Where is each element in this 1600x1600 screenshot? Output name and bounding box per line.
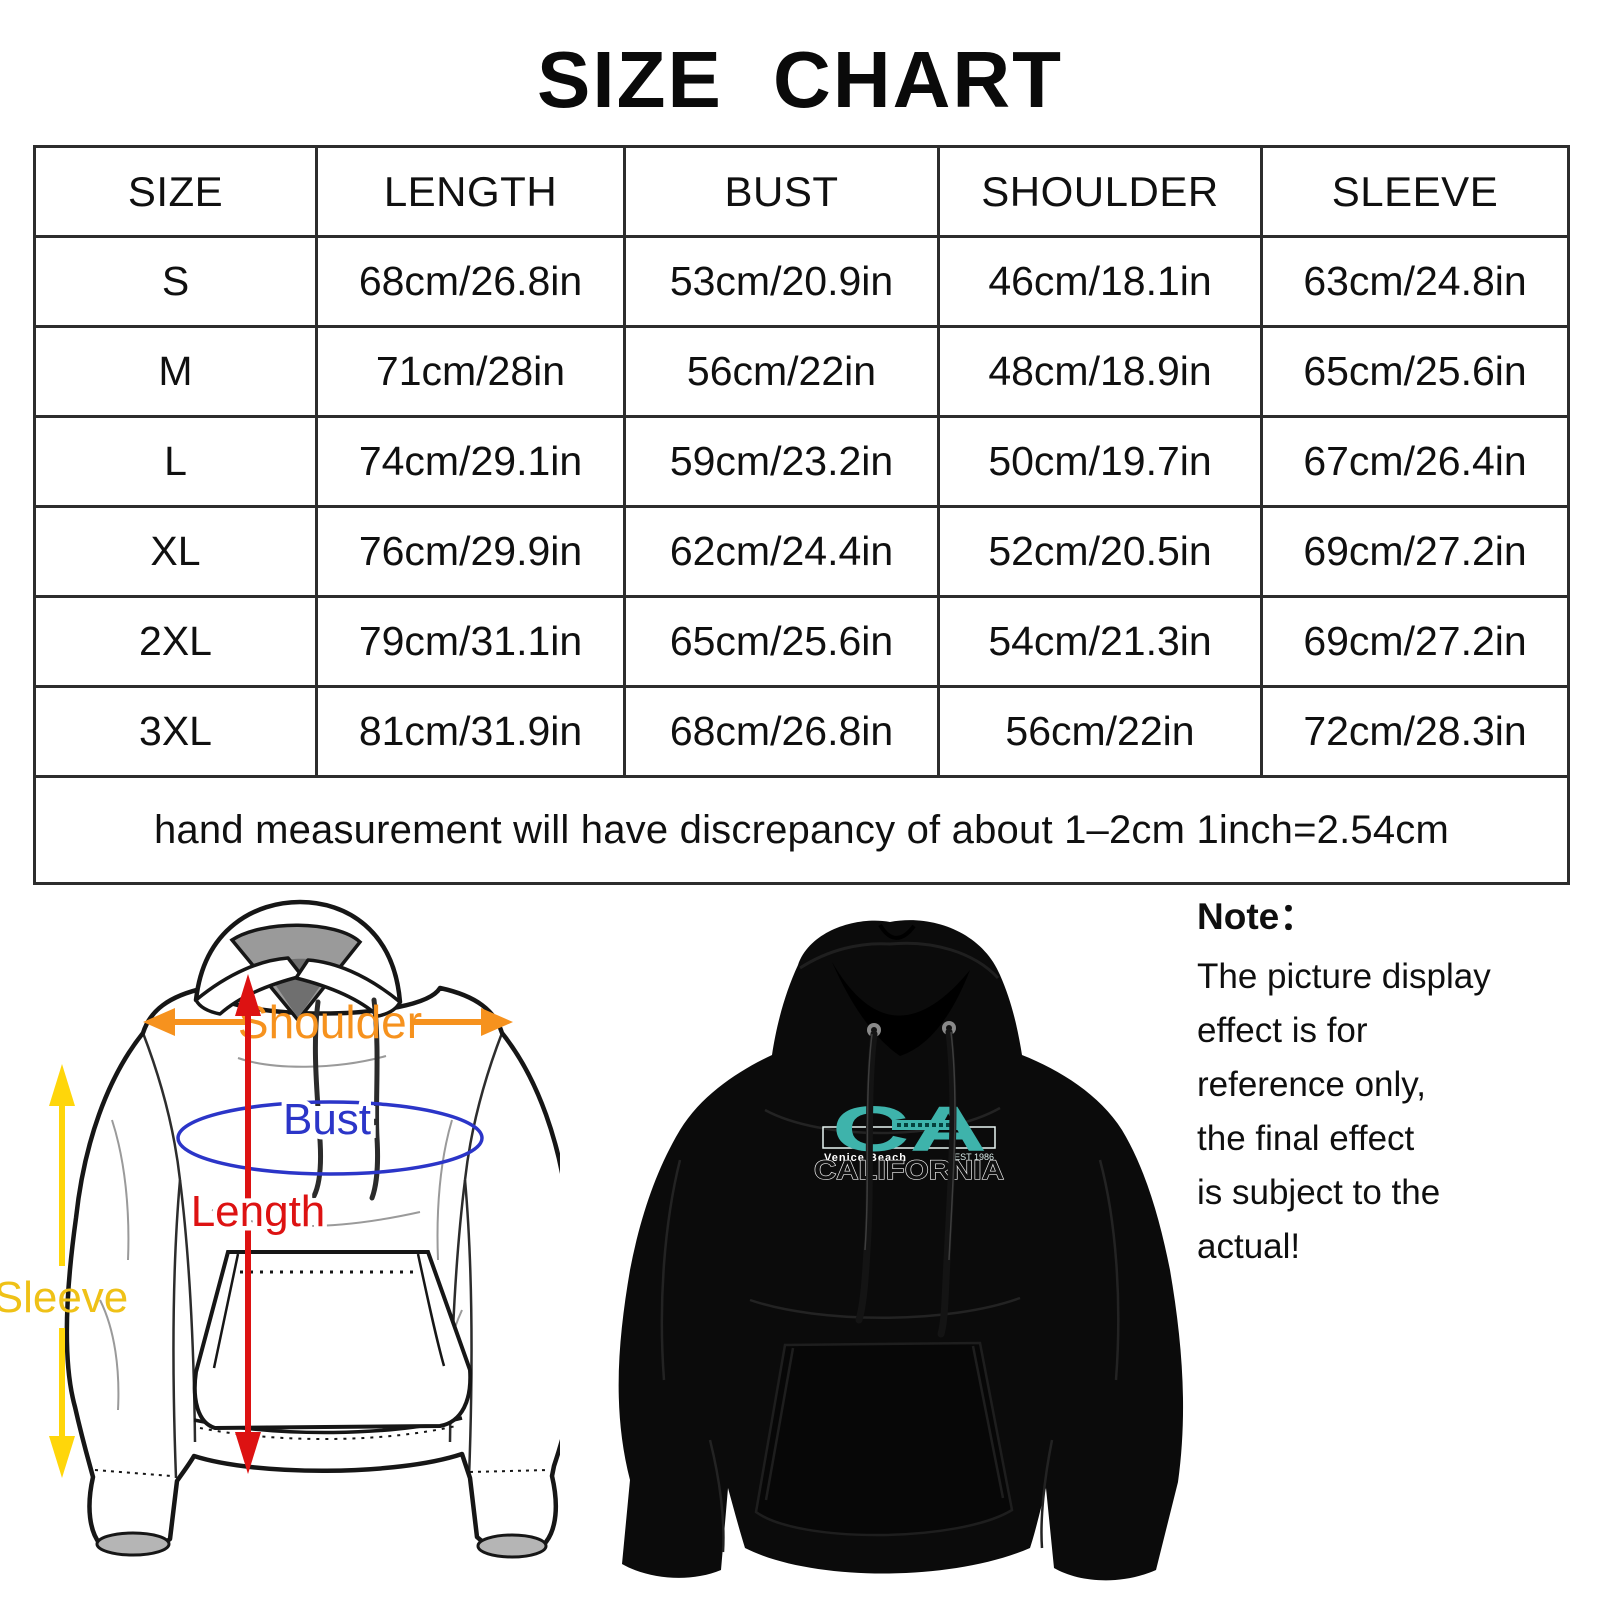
page-title: SIZE CHART — [537, 35, 1063, 124]
shoulder-cell: 46cm/18.1in — [937, 235, 1263, 328]
shoulder-cell: 52cm/20.5in — [937, 505, 1263, 598]
col-header-shoulder: SHOULDER — [937, 145, 1263, 238]
bust-cell: 59cm/23.2in — [623, 415, 940, 508]
bust-cell: 62cm/24.4in — [623, 505, 940, 598]
sleeve-cell: 72cm/28.3in — [1260, 685, 1570, 778]
sleeve-cell: 67cm/26.4in — [1260, 415, 1570, 508]
note-line: effect is for — [1197, 1011, 1368, 1050]
graphic-location: Venice Beach — [824, 1152, 907, 1164]
black-hoodie-silhouette — [618, 920, 1184, 1581]
product-photo: CA Venice Beach EST 1986 CALIFORNIA — [618, 920, 1184, 1581]
col-header-bust: BUST — [623, 145, 940, 238]
shoulder-cell: 48cm/18.9in — [937, 325, 1263, 418]
table-row: S 68cm/26.8in 53cm/20.9in 46cm/18.1in 63… — [33, 235, 1570, 328]
size-cell: 3XL — [33, 685, 318, 778]
length-cell: 74cm/29.1in — [315, 415, 626, 508]
sleeve-cell: 69cm/27.2in — [1260, 505, 1570, 598]
table-row: M 71cm/28in 56cm/22in 48cm/18.9in 65cm/2… — [33, 325, 1570, 418]
shoulder-cell: 50cm/19.7in — [937, 415, 1263, 508]
table-row: 3XL 81cm/31.9in 68cm/26.8in 56cm/22in 72… — [33, 685, 1570, 778]
length-cell: 79cm/31.1in — [315, 595, 626, 688]
col-header-size: SIZE — [33, 145, 318, 238]
kangaroo-pocket — [192, 1250, 473, 1431]
bust-ellipse — [176, 1100, 484, 1176]
sleeve-cell: 69cm/27.2in — [1260, 595, 1570, 688]
length-cell: 76cm/29.9in — [315, 505, 626, 598]
note-line: the final effect — [1197, 1119, 1415, 1158]
drawstring-right — [369, 997, 380, 1201]
sleeve-arrow — [49, 1064, 75, 1478]
length-label: Length — [191, 1187, 326, 1236]
note-block: Note： The picture display effect is for … — [1197, 890, 1592, 1274]
col-header-length: LENGTH — [315, 145, 626, 238]
table-row: XL 76cm/29.9in 62cm/24.4in 52cm/20.5in 6… — [33, 505, 1570, 598]
bust-cell: 53cm/20.9in — [623, 235, 940, 328]
note-line: reference only, — [1197, 1065, 1426, 1104]
black-drawstring-left — [855, 1030, 878, 1324]
length-arrow — [235, 974, 261, 1474]
measurement-disclaimer: hand measurement will have discrepancy o… — [33, 775, 1570, 885]
note-heading: Note： — [1197, 896, 1317, 937]
length-cell: 68cm/26.8in — [315, 235, 626, 328]
length-cell: 71cm/28in — [315, 325, 626, 418]
sleeve-cell: 63cm/24.8in — [1260, 235, 1570, 328]
left-cuff-opening — [95, 1531, 171, 1557]
black-hoodie: CA Venice Beach EST 1986 CALIFORNIA — [618, 920, 1184, 1581]
size-cell: XL — [33, 505, 318, 598]
col-header-sleeve: SLEEVE — [1260, 145, 1570, 238]
note-line: actual! — [1197, 1227, 1301, 1266]
size-cell: M — [33, 325, 318, 418]
shoulder-label: Shoulder — [238, 996, 422, 1048]
bottom-section: Shoulder Bust Length Sleeve — [0, 880, 1600, 1600]
shoulder-cell: 56cm/22in — [937, 685, 1263, 778]
shoulder-arrow — [143, 1008, 513, 1036]
graphic-name: CALIFORNIA — [814, 1155, 1004, 1185]
black-hoodie-pocket — [754, 1341, 1014, 1537]
note-line: The picture display — [1197, 957, 1491, 996]
right-cuff-opening — [476, 1533, 548, 1559]
black-drawstring-right — [937, 1028, 957, 1338]
table-header-row: SIZE LENGTH BUST SHOULDER SLEEVE — [33, 145, 1570, 238]
ca-california-graphic: CA Venice Beach EST 1986 CALIFORNIA — [813, 1093, 1004, 1186]
sleeve-cell: 65cm/25.6in — [1260, 325, 1570, 418]
size-cell: L — [33, 415, 318, 508]
white-hoodie-drawing — [64, 899, 560, 1559]
shoulder-cell: 54cm/21.3in — [937, 595, 1263, 688]
measurement-diagram: Shoulder Bust Length Sleeve — [0, 899, 560, 1559]
graphic-est: EST 1986 — [954, 1152, 994, 1162]
bust-cell: 65cm/25.6in — [623, 595, 940, 688]
table-footnote-row: hand measurement will have discrepancy o… — [33, 775, 1570, 885]
table-row: 2XL 79cm/31.1in 65cm/25.6in 54cm/21.3in … — [33, 595, 1570, 688]
bust-label: Bust — [283, 1095, 371, 1144]
sleeve-label: Sleeve — [0, 1273, 128, 1322]
note-line: is subject to the — [1197, 1173, 1441, 1212]
bust-cell: 68cm/26.8in — [623, 685, 940, 778]
length-cell: 81cm/31.9in — [315, 685, 626, 778]
table-row: L 74cm/29.1in 59cm/23.2in 50cm/19.7in 67… — [33, 415, 1570, 508]
hood — [193, 899, 403, 1201]
size-cell: S — [33, 235, 318, 328]
bust-cell: 56cm/22in — [623, 325, 940, 418]
size-chart-table: SIZE LENGTH BUST SHOULDER SLEEVE S 68cm/… — [33, 145, 1570, 885]
drawstring-left — [311, 999, 323, 1199]
size-cell: 2XL — [33, 595, 318, 688]
